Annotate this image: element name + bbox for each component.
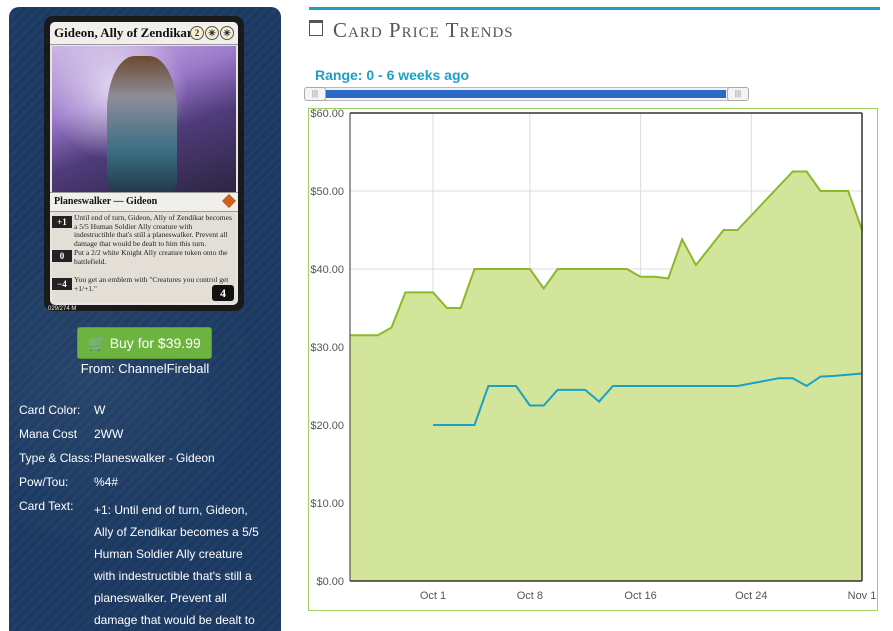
range-slider[interactable]: ||| ||| [304, 87, 749, 101]
attr-label: Card Text: [19, 499, 74, 513]
price-chart: $0.00 $10.00 $20.00 $30.00 $40.00 $50.00 $60.0… [308, 108, 878, 611]
collector-number: 029/274 M [48, 306, 77, 312]
y-tick-label: $60.00 [310, 109, 344, 120]
card-name-text: Gideon, Ally of Zendikar [54, 25, 193, 40]
range-label: Range: 0 - 6 weeks ago [315, 67, 470, 83]
mana-white-symbol: ✳ [220, 26, 234, 40]
y-tick-label: $40.00 [310, 264, 344, 276]
seller-name: From: ChannelFireball [80, 361, 210, 376]
card-rules-box: +1 Until end of turn, Gideon, Ally of Ze… [52, 212, 236, 303]
mana-white-symbol: ✳ [205, 26, 219, 40]
x-tick-label: Oct 24 [735, 590, 767, 602]
gideon-figure [107, 56, 177, 192]
area-series-line [350, 170, 863, 337]
attr-label: Pow/Tou: [19, 475, 69, 489]
set-symbol-icon [221, 193, 237, 209]
card-image[interactable]: Gideon, Ally of Zendikar 2 ✳ ✳ Planeswalke… [44, 16, 244, 312]
y-tick-label: $10.00 [310, 498, 344, 510]
section-title-text: Card Price Trends [333, 18, 514, 42]
y-tick-label: $20.00 [310, 420, 344, 432]
ability-text-2: Put a 2/2 white Knight Ally creature tok… [74, 248, 228, 266]
attr-row-pt: Pow/Tou: %4# [19, 475, 279, 499]
loyalty-cost-plus1: +1 [52, 216, 72, 228]
ability-text-3: You get an emblem with "Creatures you co… [74, 275, 229, 293]
attr-row-text: Card Text: +1: Until end of turn, Gideon… [19, 499, 279, 627]
attr-value: 2WW [94, 427, 124, 441]
cart-icon: 🛒 [88, 335, 106, 351]
mana-cost-symbols: 2 ✳ ✳ [189, 26, 234, 40]
range-slider-handle-max[interactable]: ||| [727, 87, 749, 101]
card-name: Gideon, Ally of Zendikar 2 ✳ ✳ [50, 22, 238, 45]
card-type-text: Planeswalker — Gideon [54, 196, 158, 207]
area-series-fill [350, 171, 862, 581]
buy-button-label: Buy for $39.99 [109, 335, 201, 351]
attr-value: W [94, 403, 106, 417]
attr-row-color: Card Color: W [19, 403, 279, 427]
x-tick-label: Oct 8 [517, 590, 543, 602]
section-divider [309, 7, 880, 10]
attr-value: +1: Until end of turn, Gideon, Ally of Z… [94, 503, 259, 627]
price-chart-svg: $0.00 $10.00 $20.00 $30.00 $40.00 $50.00 $60.0… [310, 108, 877, 602]
loyalty-cost-minus4: −4 [52, 278, 72, 290]
loyalty-cost-zero: 0 [52, 250, 72, 262]
starting-loyalty: 4 [212, 285, 234, 301]
mana-generic-symbol: 2 [190, 26, 204, 40]
range-slider-handle-min[interactable]: ||| [304, 87, 326, 101]
y-tick-label: $30.00 [310, 342, 344, 354]
ability-text-1: Until end of turn, Gideon, Ally of Zendi… [74, 213, 232, 248]
attr-label: Card Color: [19, 403, 81, 417]
attr-value: Planeswalker - Gideon [94, 451, 215, 465]
attr-label: Mana Cost [19, 427, 78, 441]
section-title: Card Price Trends [309, 18, 514, 43]
attr-row-type: Type & Class: Planeswalker - Gideon [19, 451, 279, 475]
card-type-line: Planeswalker — Gideon [50, 192, 238, 212]
line-series [433, 372, 863, 426]
card-details-panel: Gideon, Ally of Zendikar 2 ✳ ✳ Planeswalke… [9, 7, 281, 631]
buy-button[interactable]: 🛒 Buy for $39.99 [77, 327, 212, 359]
y-tick-label: $50.00 [310, 186, 344, 198]
attr-row-mana: Mana Cost 2WW [19, 427, 279, 451]
card-attributes: Card Color: W Mana Cost 2WW Type & Class… [19, 403, 279, 627]
x-tick-label: Oct 1 [420, 590, 446, 602]
x-tick-label: Nov 1 [848, 590, 877, 602]
card-art [52, 46, 236, 192]
attr-value: %4# [94, 475, 119, 489]
y-tick-label: $0.00 [316, 576, 344, 588]
x-tick-label: Oct 16 [624, 590, 656, 602]
card-frame: Gideon, Ally of Zendikar 2 ✳ ✳ Planeswalke… [50, 22, 238, 305]
attr-label: Type & Class: [19, 451, 94, 465]
range-slider-fill [325, 90, 726, 98]
calendar-icon [309, 20, 323, 36]
